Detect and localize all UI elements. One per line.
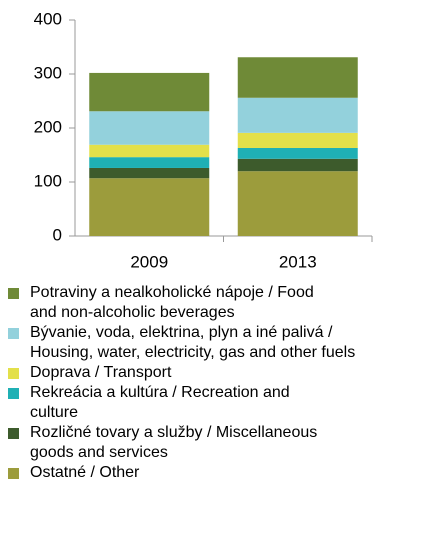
legend-swatch	[8, 428, 19, 439]
bar-segment	[89, 144, 210, 158]
legend-swatch	[8, 288, 19, 299]
legend-item: Bývanie, voda, elektrina, plyn a iné pal…	[8, 323, 375, 363]
chart: 0 100 200 300 400 2009 2013	[34, 9, 373, 271]
bar-segment	[89, 157, 210, 168]
bar-segment	[237, 158, 358, 172]
legend-label: Rozličné tovary a služby / Miscellaneous…	[30, 424, 318, 461]
legend-swatch	[8, 328, 19, 339]
legend-item: Rozličné tovary a služby / Miscellaneous…	[8, 423, 375, 463]
legend-label: Bývanie, voda, elektrina, plyn a iné pal…	[30, 324, 356, 361]
bar-segment	[237, 57, 358, 98]
legend-label: Ostatné / Other	[30, 464, 140, 481]
bar-segment	[237, 171, 358, 236]
bar-segment	[89, 167, 210, 179]
y-tick-label: 200	[34, 117, 62, 136]
bar-segment	[89, 72, 210, 112]
legend-label: Potraviny a nealkoholické nápoje / Food …	[30, 284, 314, 321]
legend-item: Ostatné / Other	[8, 463, 375, 483]
legend-item: Potraviny a nealkoholické nápoje / Food …	[8, 283, 375, 323]
y-tick-label: 100	[34, 171, 62, 190]
legend-item: Rekreácia a kultúra / Recreation and cul…	[8, 383, 375, 423]
x-tick-label: 2009	[130, 252, 168, 271]
bar-segment	[89, 178, 210, 236]
x-tick-label: 2013	[279, 252, 317, 271]
bar-segment	[237, 97, 358, 133]
legend-label: Rekreácia a kultúra / Recreation and cul…	[30, 384, 290, 421]
legend-swatch	[8, 468, 19, 479]
legend: Potraviny a nealkoholické nápoje / Food …	[8, 283, 375, 483]
legend-item: Doprava / Transport	[8, 363, 375, 383]
bar-segment	[89, 111, 210, 145]
y-tick-label: 300	[34, 63, 62, 82]
legend-swatch	[8, 368, 19, 379]
y-tick-label: 0	[53, 225, 62, 244]
bar-segment	[237, 132, 358, 148]
legend-swatch	[8, 388, 19, 399]
bar-segment	[237, 147, 358, 159]
legend-label: Doprava / Transport	[30, 364, 172, 381]
y-tick-label: 400	[34, 9, 62, 28]
